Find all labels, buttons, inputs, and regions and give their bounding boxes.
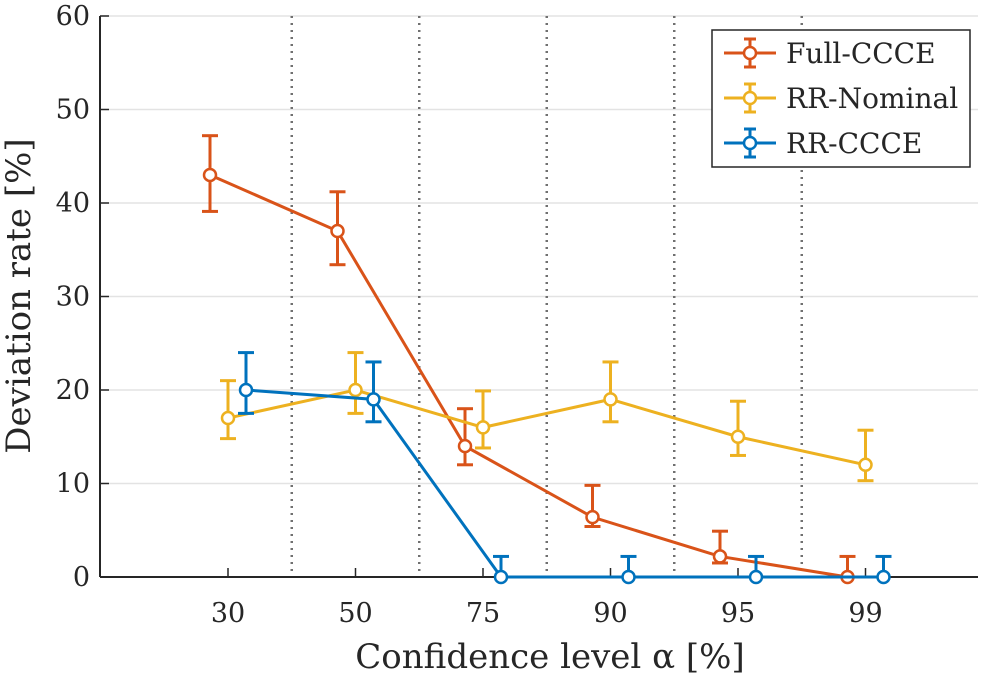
data-point [858, 457, 873, 473]
data-point [585, 509, 600, 525]
data-point [621, 569, 636, 585]
y-tick-label: 30 [56, 282, 90, 313]
legend-marker [742, 90, 758, 106]
data-point [475, 420, 491, 435]
data-point [457, 438, 473, 454]
series-line [227, 388, 866, 467]
y-tick-label: 0 [73, 562, 90, 593]
legend-label: RR-Nominal [786, 82, 958, 115]
data-point [493, 569, 509, 585]
data-point [220, 410, 236, 426]
legend-entry: RR-Nominal [724, 82, 958, 115]
series-rr-ccce [238, 351, 892, 585]
data-point [712, 549, 728, 564]
category-separators [290, 16, 803, 577]
x-tick-label: 99 [848, 598, 882, 629]
data-point [748, 569, 764, 585]
series-full-ccce [202, 134, 856, 585]
series-line [209, 173, 848, 579]
x-tick-label: 75 [466, 598, 500, 629]
x-tick-label: 90 [593, 598, 627, 629]
legend-marker [742, 135, 758, 151]
y-tick-label: 50 [56, 95, 90, 126]
data-point [202, 167, 218, 183]
x-tick-label: 95 [721, 598, 755, 629]
y-axis-label: Deviation rate [%] [0, 138, 39, 453]
legend: Full-CCCE RR-Nominal RR-CCCE [711, 29, 971, 168]
legend-marker [742, 45, 758, 61]
legend-entry: RR-CCCE [724, 127, 922, 160]
y-tick-label: 20 [56, 375, 90, 406]
series-layer [202, 134, 892, 585]
data-point [330, 223, 345, 239]
data-point [348, 382, 363, 398]
data-point [238, 382, 254, 398]
y-tick-label: 60 [56, 1, 90, 32]
data-point [603, 392, 618, 407]
legend-label: RR-CCCE [786, 127, 922, 160]
data-point [366, 392, 381, 407]
series-rr-nominal [220, 351, 874, 483]
series-line [245, 388, 884, 579]
legend-label: Full-CCCE [786, 37, 936, 70]
legend-entry: Full-CCCE [724, 37, 936, 70]
x-axis-label: Confidence level α [%] [355, 637, 744, 677]
y-tick-label: 40 [56, 188, 90, 219]
data-point [876, 569, 891, 585]
x-tick-label: 50 [338, 598, 372, 629]
y-tick-label: 10 [56, 469, 90, 500]
x-tick-label: 30 [211, 598, 245, 629]
data-point [730, 429, 746, 444]
